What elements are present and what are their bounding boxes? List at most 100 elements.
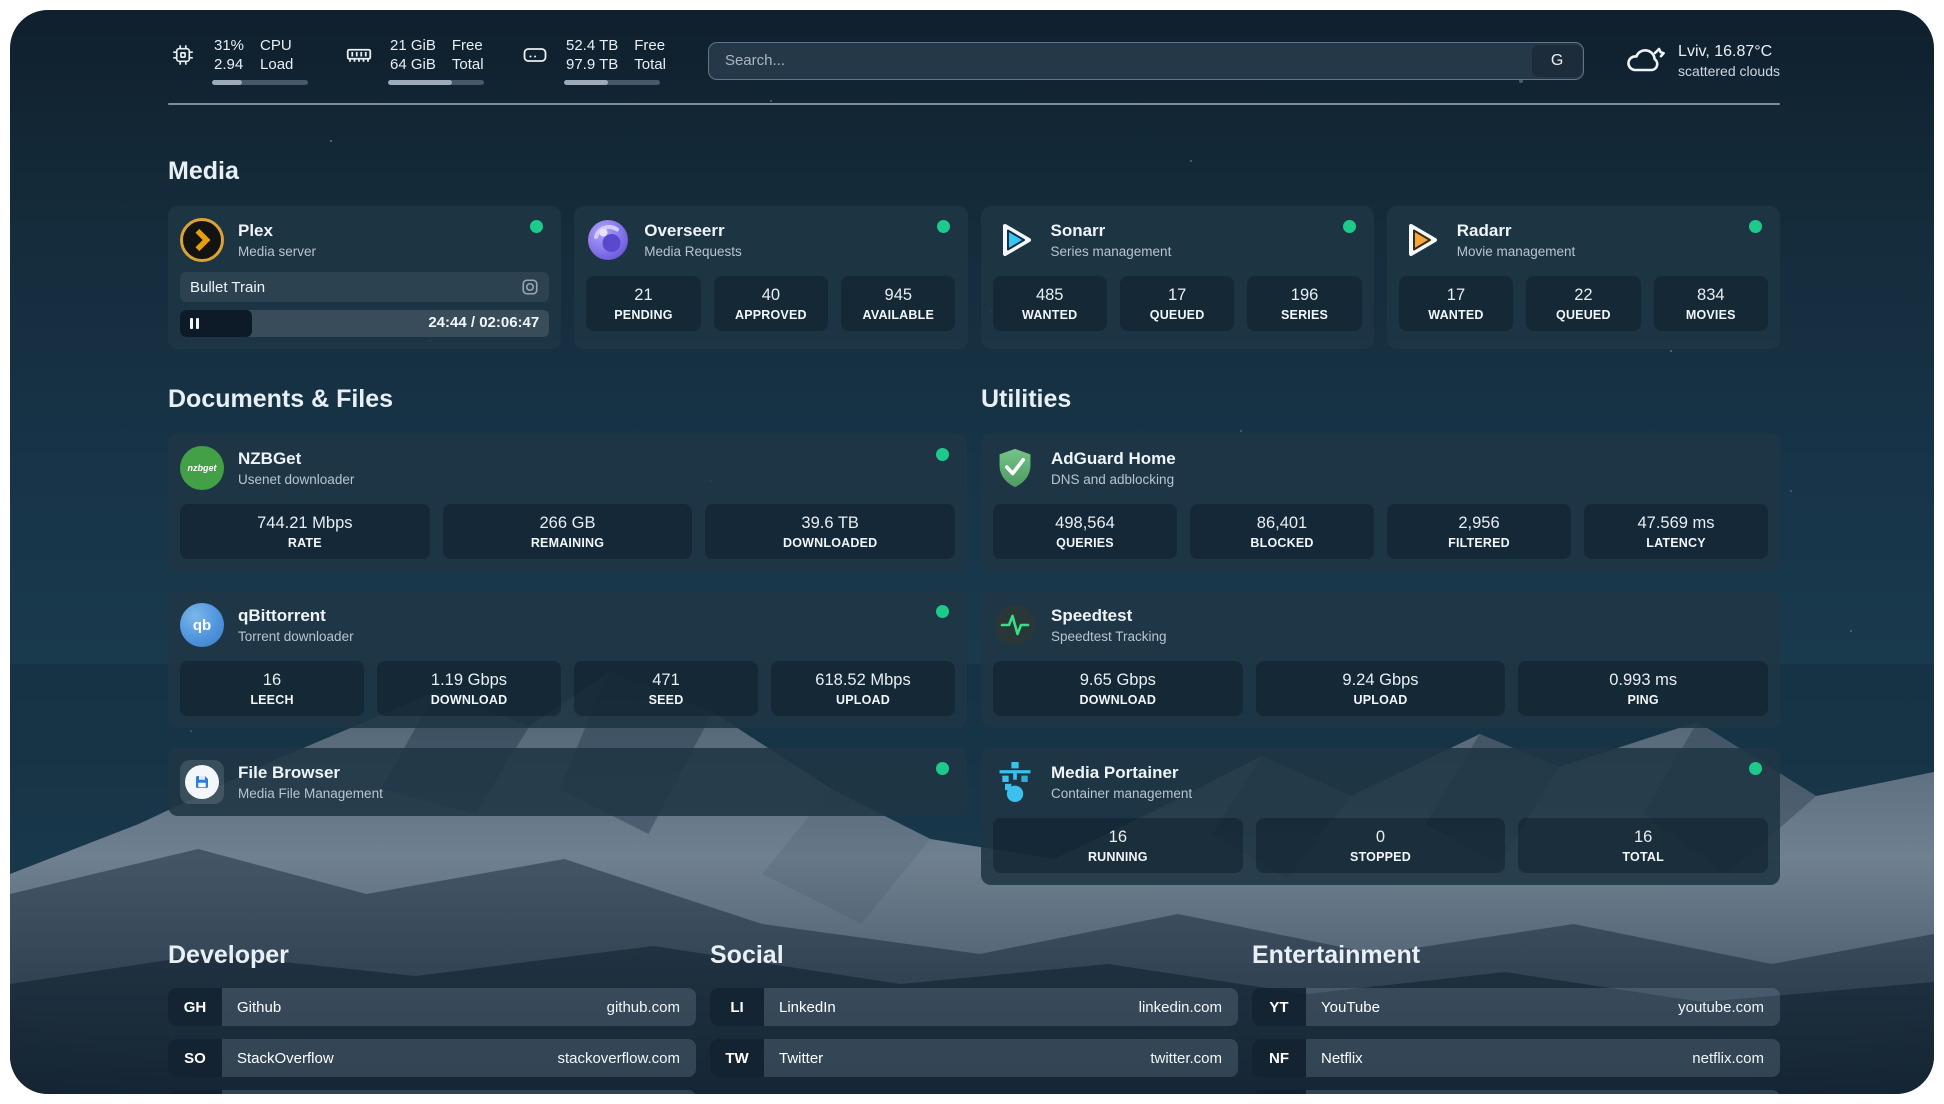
stat-box: 16 LEECH — [180, 661, 364, 716]
app-subtitle: Media File Management — [238, 785, 383, 801]
stat-box: 2,956 FILTERED — [1387, 504, 1571, 559]
bookmark-linkedin[interactable]: LI LinkedIn linkedin.com — [710, 988, 1238, 1026]
status-dot — [1749, 220, 1762, 233]
stat-box: 17 QUEUED — [1119, 276, 1235, 331]
bookmark-abbr: SO — [168, 1039, 222, 1077]
media-card-row: Plex Media server Bullet Train — [168, 206, 1780, 349]
adguard-card[interactable]: AdGuard Home DNS and adblocking 498,564 Q… — [981, 434, 1780, 571]
bookmark-reddit[interactable]: RE Reddit reddit.com — [1252, 1090, 1780, 1094]
bookmark-url: github.com — [606, 998, 680, 1016]
bookmark-twitter[interactable]: TW Twitter twitter.com — [710, 1039, 1238, 1077]
stat-box: 945 AVAILABLE — [841, 276, 956, 331]
filebrowser-card[interactable]: File Browser Media File Management — [168, 748, 967, 816]
pause-icon[interactable] — [190, 318, 199, 329]
header-bar: 31% 2.94 CPU Load — [168, 36, 1780, 85]
bookmark-url: linkedin.com — [1138, 998, 1222, 1016]
stat-box: 0.993 ms PING — [1518, 661, 1768, 716]
stat-box: 9.65 Gbps DOWNLOAD — [993, 661, 1243, 716]
qbittorrent-card[interactable]: qb qBittorrent Torrent downloader 16 LEEC… — [168, 591, 967, 728]
bookmark-abbr: RE — [1252, 1090, 1306, 1094]
app-subtitle: Container management — [1051, 785, 1193, 801]
sonarr-card[interactable]: Sonarr Series management 485 WANTED 17 QUE… — [980, 206, 1374, 349]
bookmark-url: twitter.com — [1150, 1049, 1222, 1067]
bookmark-group-social: Social LI LinkedIn linkedin.com TW Twitt… — [710, 941, 1238, 1094]
status-dot — [936, 448, 949, 461]
overseerr-logo-icon — [586, 218, 630, 262]
status-dot — [530, 220, 544, 233]
app-name: Media Portainer — [1051, 762, 1179, 782]
app-subtitle: Speedtest Tracking — [1051, 628, 1167, 644]
bookmark-group-entertainment: Entertainment YT YouTube youtube.com NF … — [1252, 941, 1780, 1094]
bookmark-name: Netflix — [1321, 1049, 1363, 1067]
search-input[interactable] — [708, 42, 1533, 79]
system-stats: 31% 2.94 CPU Load — [168, 36, 666, 85]
bookmark-abbr: YT — [1252, 988, 1306, 1026]
memory-free-label: Free — [451, 37, 483, 54]
cpu-usage-bar — [212, 80, 308, 85]
stat-box: 1.19 Gbps DOWNLOAD — [377, 661, 561, 716]
mountain-background — [10, 664, 1934, 1094]
cpu-icon — [168, 40, 198, 70]
stat-box: 0 STOPPED — [1255, 818, 1506, 873]
memory-icon — [344, 40, 374, 70]
bookmark-name: Github — [237, 998, 282, 1016]
memory-total-value: 64 GiB — [390, 56, 436, 73]
app-subtitle: Movie management — [1456, 243, 1576, 259]
radarr-card[interactable]: Radarr Movie management 17 WANTED 22 QUEUE… — [1386, 206, 1780, 349]
stat-box: 834 MOVIES — [1653, 276, 1768, 331]
app-subtitle: DNS and adblocking — [1051, 471, 1175, 487]
bookmark-name: LinkedIn — [779, 998, 836, 1016]
portainer-card[interactable]: Media Portainer Container management 16 R… — [981, 748, 1780, 885]
bookmark-abbr: NF — [1252, 1039, 1306, 1077]
disk-usage-bar — [564, 80, 660, 85]
plex-card[interactable]: Plex Media server Bullet Train — [168, 206, 562, 349]
section-title-media: Media — [168, 157, 239, 185]
speedtest-card[interactable]: Speedtest Speedtest Tracking 9.65 Gbps DO… — [981, 591, 1780, 728]
stat-box: 196 SERIES — [1247, 276, 1362, 331]
video-session-icon[interactable] — [521, 278, 539, 296]
app-name: AdGuard Home — [1051, 448, 1176, 468]
app-subtitle: Usenet downloader — [238, 471, 355, 487]
speedtest-logo-icon — [993, 603, 1037, 647]
bookmark-youtube[interactable]: YT YouTube youtube.com — [1252, 988, 1780, 1026]
bookmark-netflix[interactable]: NF Netflix netflix.com — [1252, 1039, 1780, 1077]
app-subtitle: Torrent downloader — [238, 628, 354, 644]
disk-total-label: Total — [634, 56, 666, 73]
snow-particles — [10, 10, 12, 12]
bookmark-name: DEV — [222, 1090, 268, 1094]
utilities-column: Utilities — [981, 385, 1780, 885]
bookmark-github[interactable]: GH Github github.com — [168, 988, 696, 1026]
dashboard-screen: 31% 2.94 CPU Load — [10, 10, 1934, 1094]
status-dot — [936, 605, 949, 618]
stat-box: 21 PENDING — [586, 276, 701, 331]
stat-box: 17 WANTED — [1398, 276, 1514, 331]
bookmark-stackoverflow[interactable]: SO StackOverflow stackoverflow.com — [168, 1039, 696, 1077]
app-name: NZBGet — [238, 448, 302, 468]
stat-box: 485 WANTED — [992, 276, 1107, 331]
app-name: File Browser — [238, 762, 341, 782]
stat-box: 618.52 Mbps UPLOAD — [771, 661, 955, 716]
bookmark-dev[interactable]: DT DEV dev.to — [168, 1090, 696, 1094]
google-search-button[interactable]: G — [1532, 44, 1583, 77]
search-bar[interactable]: G — [707, 41, 1585, 80]
cpu-label: CPU — [260, 37, 292, 54]
stat-box: 744.21 Mbps RATE — [180, 504, 430, 559]
documents-column: Documents & Files nzbget NZBGet Usenet d… — [168, 385, 967, 885]
overseerr-card[interactable]: Overseerr Media Requests 21 PENDING 40 APP… — [574, 206, 968, 349]
playback-progress[interactable]: 24:44 / 02:06:47 — [180, 310, 550, 337]
disk-total-value: 97.9 TB — [566, 56, 619, 73]
app-subtitle: Series management — [1050, 243, 1172, 259]
adguard-logo-icon — [993, 446, 1037, 490]
status-dot — [1342, 220, 1356, 233]
cpu-usage-value: 31% — [214, 37, 245, 54]
weather-condition: scattered clouds — [1678, 63, 1780, 79]
disk-free-value: 52.4 TB — [566, 37, 619, 54]
stat-box: 16 TOTAL — [1518, 818, 1768, 873]
nzbget-card[interactable]: nzbget NZBGet Usenet downloader 744.21 M… — [168, 434, 967, 571]
disk-stat: 52.4 TB 97.9 TB Free Total — [520, 36, 666, 85]
stat-box: 40 APPROVED — [713, 276, 829, 331]
memory-stat: 21 GiB 64 GiB Free Total — [344, 36, 484, 85]
bookmark-url: netflix.com — [1692, 1049, 1764, 1067]
bookmark-url: reddit.com — [1694, 1090, 1780, 1094]
section-title-documents: Documents & Files — [168, 385, 394, 413]
